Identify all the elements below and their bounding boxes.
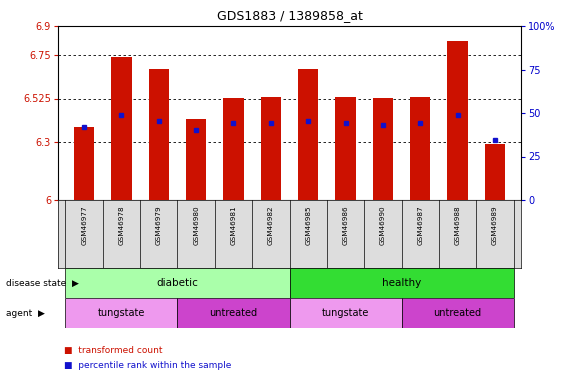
- Bar: [65, 298, 177, 328]
- Text: tungstate: tungstate: [322, 308, 369, 318]
- Bar: [65, 268, 289, 298]
- Bar: [223, 99, 244, 200]
- Bar: [289, 298, 401, 328]
- Text: GSM46982: GSM46982: [268, 206, 274, 245]
- Text: GSM46988: GSM46988: [454, 206, 461, 245]
- Text: GSM46986: GSM46986: [342, 206, 348, 245]
- Text: GSM46979: GSM46979: [156, 206, 162, 245]
- Bar: [485, 144, 505, 200]
- Text: ■  transformed count: ■ transformed count: [64, 346, 162, 355]
- Bar: [373, 99, 393, 200]
- Text: GSM46978: GSM46978: [118, 206, 124, 245]
- Bar: [289, 268, 513, 298]
- Text: GSM46977: GSM46977: [81, 206, 87, 245]
- Text: GSM46980: GSM46980: [193, 206, 199, 245]
- Bar: [335, 97, 356, 200]
- Text: untreated: untreated: [434, 308, 481, 318]
- Bar: [410, 97, 431, 200]
- Text: GSM46987: GSM46987: [417, 206, 423, 245]
- Text: GSM46985: GSM46985: [305, 206, 311, 245]
- Title: GDS1883 / 1389858_at: GDS1883 / 1389858_at: [217, 9, 363, 22]
- Bar: [177, 298, 289, 328]
- Text: tungstate: tungstate: [98, 308, 145, 318]
- Bar: [149, 69, 169, 200]
- Text: GSM46989: GSM46989: [492, 206, 498, 245]
- Text: agent  ▶: agent ▶: [6, 309, 44, 318]
- Bar: [401, 298, 513, 328]
- Bar: [74, 126, 95, 200]
- Bar: [447, 42, 468, 200]
- Bar: [261, 97, 281, 200]
- Text: untreated: untreated: [209, 308, 257, 318]
- Text: disease state  ▶: disease state ▶: [6, 279, 78, 288]
- Text: healthy: healthy: [382, 278, 421, 288]
- Bar: [298, 69, 319, 200]
- Text: GSM46981: GSM46981: [230, 206, 236, 245]
- Bar: [186, 119, 207, 200]
- Text: GSM46990: GSM46990: [380, 206, 386, 245]
- Bar: [111, 57, 132, 200]
- Text: diabetic: diabetic: [157, 278, 198, 288]
- Text: ■  percentile rank within the sample: ■ percentile rank within the sample: [64, 361, 231, 370]
